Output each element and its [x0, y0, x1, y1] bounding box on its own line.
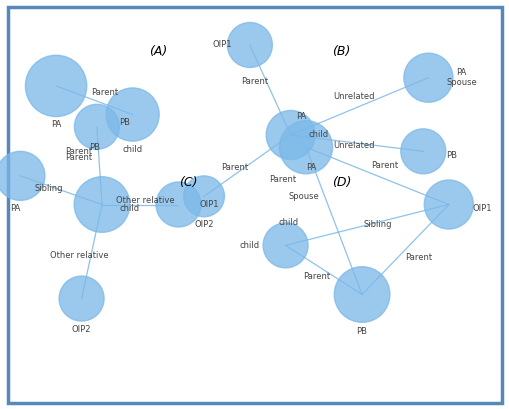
Text: PA: PA: [295, 112, 305, 121]
Text: PB: PB: [445, 151, 456, 160]
Text: child: child: [239, 241, 260, 250]
Ellipse shape: [0, 151, 45, 200]
Text: OIP2: OIP2: [194, 220, 213, 229]
Text: Parent: Parent: [65, 153, 93, 162]
Ellipse shape: [106, 88, 159, 141]
Text: child: child: [308, 130, 328, 139]
Text: OIP1: OIP1: [212, 40, 231, 49]
FancyBboxPatch shape: [8, 7, 501, 403]
Text: Parent: Parent: [371, 161, 398, 170]
Text: Spouse: Spouse: [288, 192, 318, 201]
Text: (A): (A): [149, 45, 167, 58]
Text: (B): (B): [332, 45, 350, 58]
Text: OIP1: OIP1: [199, 200, 218, 209]
Text: (D): (D): [331, 175, 351, 189]
Text: Parent: Parent: [269, 175, 296, 184]
Text: Parent: Parent: [220, 163, 248, 172]
Text: PA
Spouse: PA Spouse: [445, 68, 476, 88]
Ellipse shape: [59, 276, 104, 321]
Ellipse shape: [156, 182, 201, 227]
Text: PB: PB: [119, 118, 130, 127]
Text: OIP2: OIP2: [72, 325, 91, 334]
Ellipse shape: [400, 129, 445, 174]
Ellipse shape: [74, 177, 130, 232]
Text: Unrelated: Unrelated: [333, 92, 375, 101]
Text: (C): (C): [179, 175, 197, 189]
Text: Parent: Parent: [241, 77, 268, 86]
Text: child: child: [277, 218, 298, 227]
Text: child: child: [122, 145, 143, 154]
Text: PA: PA: [51, 120, 61, 129]
Ellipse shape: [333, 267, 389, 322]
Ellipse shape: [74, 104, 119, 149]
Ellipse shape: [25, 55, 87, 117]
Text: Parent: Parent: [404, 253, 431, 262]
Ellipse shape: [403, 53, 452, 102]
Text: Parent: Parent: [65, 147, 93, 156]
Ellipse shape: [227, 22, 272, 67]
Text: Sibling: Sibling: [34, 184, 63, 193]
Text: PB: PB: [89, 143, 100, 152]
Ellipse shape: [183, 176, 224, 217]
Text: Parent: Parent: [91, 88, 118, 97]
Text: child: child: [120, 204, 140, 213]
Text: PB: PB: [356, 327, 367, 336]
Ellipse shape: [423, 180, 472, 229]
Text: OIP1: OIP1: [471, 204, 491, 213]
Text: PA: PA: [10, 204, 20, 213]
Text: Parent: Parent: [302, 272, 329, 281]
Text: Other relative: Other relative: [116, 196, 174, 205]
Ellipse shape: [263, 223, 307, 268]
Text: PA: PA: [305, 163, 316, 172]
Text: Other relative: Other relative: [50, 251, 108, 260]
Ellipse shape: [279, 121, 332, 174]
Text: Unrelated: Unrelated: [333, 141, 375, 150]
Ellipse shape: [266, 110, 315, 160]
Text: Sibling: Sibling: [362, 220, 391, 229]
